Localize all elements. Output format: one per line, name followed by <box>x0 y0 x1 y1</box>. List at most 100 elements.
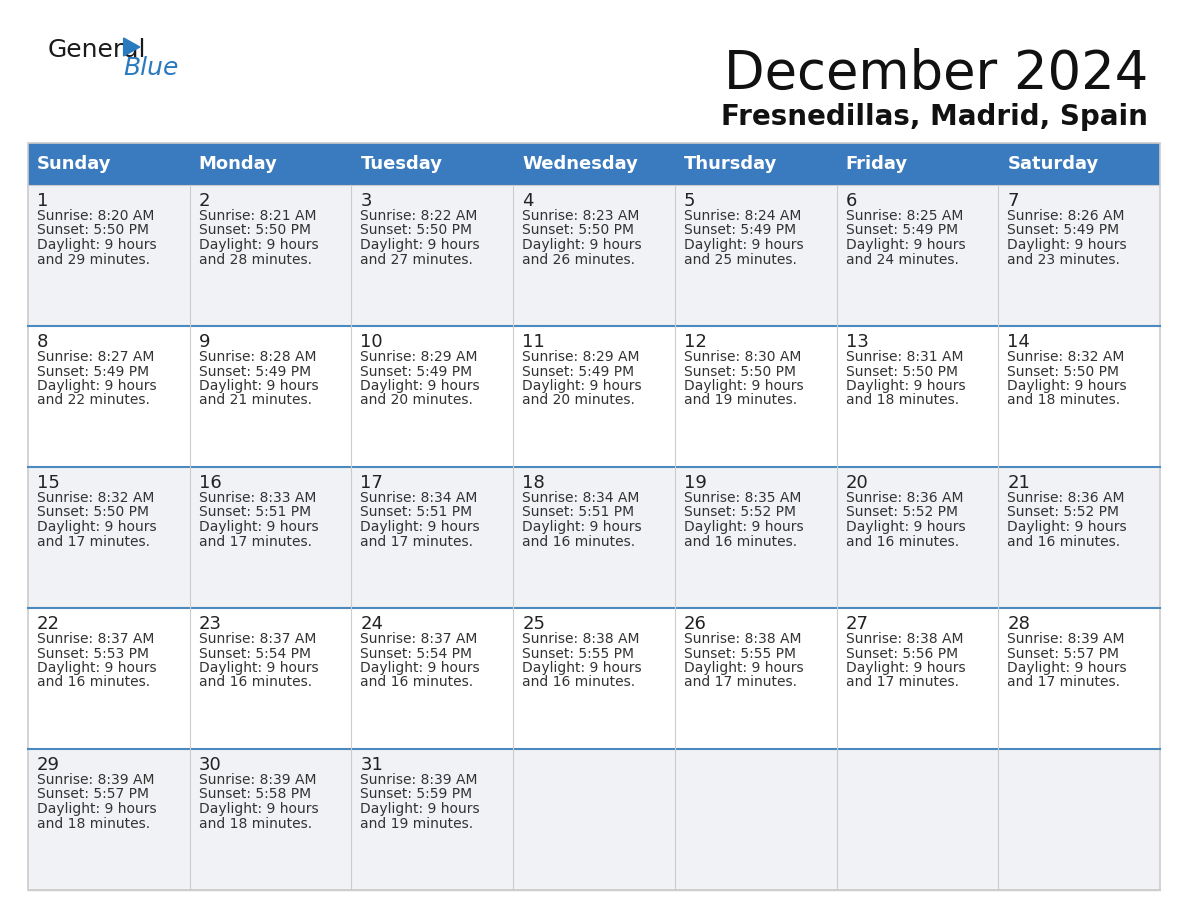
Text: Sunrise: 8:39 AM: Sunrise: 8:39 AM <box>360 773 478 787</box>
Text: Daylight: 9 hours: Daylight: 9 hours <box>684 520 803 534</box>
Text: 29: 29 <box>37 756 61 774</box>
Text: Sunset: 5:57 PM: Sunset: 5:57 PM <box>1007 646 1119 660</box>
Text: 21: 21 <box>1007 474 1030 492</box>
Text: and 16 minutes.: and 16 minutes. <box>684 534 797 548</box>
Text: 11: 11 <box>523 333 545 351</box>
Text: Sunrise: 8:39 AM: Sunrise: 8:39 AM <box>37 773 154 787</box>
Text: Sunset: 5:51 PM: Sunset: 5:51 PM <box>523 506 634 520</box>
Text: Sunset: 5:55 PM: Sunset: 5:55 PM <box>523 646 634 660</box>
Text: 22: 22 <box>37 615 61 633</box>
Text: Sunrise: 8:28 AM: Sunrise: 8:28 AM <box>198 350 316 364</box>
Text: Sunrise: 8:32 AM: Sunrise: 8:32 AM <box>1007 350 1125 364</box>
Text: December 2024: December 2024 <box>723 48 1148 100</box>
Text: 8: 8 <box>37 333 49 351</box>
Bar <box>190 326 352 467</box>
Text: Sunrise: 8:36 AM: Sunrise: 8:36 AM <box>1007 491 1125 505</box>
Text: Sunrise: 8:36 AM: Sunrise: 8:36 AM <box>846 491 963 505</box>
Bar <box>29 749 190 890</box>
Text: Daylight: 9 hours: Daylight: 9 hours <box>1007 520 1127 534</box>
Text: Sunset: 5:54 PM: Sunset: 5:54 PM <box>360 646 473 660</box>
Text: Sunset: 5:50 PM: Sunset: 5:50 PM <box>37 506 148 520</box>
Text: 26: 26 <box>684 615 707 633</box>
Text: Fresnedillas, Madrid, Spain: Fresnedillas, Madrid, Spain <box>721 103 1148 131</box>
Text: Daylight: 9 hours: Daylight: 9 hours <box>37 238 157 252</box>
Text: Sunrise: 8:25 AM: Sunrise: 8:25 AM <box>846 209 963 223</box>
Text: Daylight: 9 hours: Daylight: 9 hours <box>198 379 318 393</box>
Text: Sunrise: 8:39 AM: Sunrise: 8:39 AM <box>1007 632 1125 646</box>
Text: Sunset: 5:50 PM: Sunset: 5:50 PM <box>684 364 796 378</box>
Bar <box>998 608 1159 749</box>
Text: and 26 minutes.: and 26 minutes. <box>523 252 636 266</box>
Text: Daylight: 9 hours: Daylight: 9 hours <box>360 379 480 393</box>
Text: Sunrise: 8:39 AM: Sunrise: 8:39 AM <box>198 773 316 787</box>
Bar <box>836 185 998 326</box>
Text: 15: 15 <box>37 474 59 492</box>
Text: Blue: Blue <box>124 56 179 80</box>
Bar <box>352 467 513 608</box>
Text: Sunset: 5:52 PM: Sunset: 5:52 PM <box>684 506 796 520</box>
Text: and 25 minutes.: and 25 minutes. <box>684 252 797 266</box>
Text: Daylight: 9 hours: Daylight: 9 hours <box>37 661 157 675</box>
Bar <box>29 143 1159 890</box>
Text: 12: 12 <box>684 333 707 351</box>
Text: Daylight: 9 hours: Daylight: 9 hours <box>523 520 642 534</box>
Text: Daylight: 9 hours: Daylight: 9 hours <box>846 661 965 675</box>
Text: Sunrise: 8:33 AM: Sunrise: 8:33 AM <box>198 491 316 505</box>
Text: 23: 23 <box>198 615 222 633</box>
Text: Thursday: Thursday <box>684 155 777 173</box>
Bar <box>29 326 190 467</box>
Text: Daylight: 9 hours: Daylight: 9 hours <box>198 238 318 252</box>
Text: and 17 minutes.: and 17 minutes. <box>198 534 311 548</box>
Text: 28: 28 <box>1007 615 1030 633</box>
Text: Daylight: 9 hours: Daylight: 9 hours <box>1007 661 1127 675</box>
Text: and 20 minutes.: and 20 minutes. <box>523 394 636 408</box>
Bar <box>836 608 998 749</box>
Bar <box>513 185 675 326</box>
Bar <box>352 749 513 890</box>
Text: Sunset: 5:51 PM: Sunset: 5:51 PM <box>198 506 311 520</box>
Text: and 24 minutes.: and 24 minutes. <box>846 252 959 266</box>
Text: 24: 24 <box>360 615 384 633</box>
Text: Friday: Friday <box>846 155 908 173</box>
Text: Sunrise: 8:30 AM: Sunrise: 8:30 AM <box>684 350 801 364</box>
Text: and 22 minutes.: and 22 minutes. <box>37 394 150 408</box>
Text: and 17 minutes.: and 17 minutes. <box>1007 676 1120 689</box>
Text: Daylight: 9 hours: Daylight: 9 hours <box>37 520 157 534</box>
Text: and 23 minutes.: and 23 minutes. <box>1007 252 1120 266</box>
Text: 18: 18 <box>523 474 545 492</box>
Text: and 18 minutes.: and 18 minutes. <box>198 816 311 831</box>
Text: Daylight: 9 hours: Daylight: 9 hours <box>1007 238 1127 252</box>
Text: Sunrise: 8:23 AM: Sunrise: 8:23 AM <box>523 209 639 223</box>
Text: Sunrise: 8:29 AM: Sunrise: 8:29 AM <box>360 350 478 364</box>
Text: Sunset: 5:49 PM: Sunset: 5:49 PM <box>1007 223 1119 238</box>
Text: and 17 minutes.: and 17 minutes. <box>360 534 474 548</box>
Text: Sunday: Sunday <box>37 155 112 173</box>
Text: Saturday: Saturday <box>1007 155 1099 173</box>
Text: and 16 minutes.: and 16 minutes. <box>1007 534 1120 548</box>
Text: Wednesday: Wednesday <box>523 155 638 173</box>
Text: and 20 minutes.: and 20 minutes. <box>360 394 473 408</box>
Polygon shape <box>124 38 140 56</box>
Text: Sunrise: 8:34 AM: Sunrise: 8:34 AM <box>360 491 478 505</box>
Text: and 19 minutes.: and 19 minutes. <box>360 816 474 831</box>
Bar <box>513 749 675 890</box>
Text: 16: 16 <box>198 474 221 492</box>
Text: 14: 14 <box>1007 333 1030 351</box>
Bar <box>998 185 1159 326</box>
Text: Sunrise: 8:34 AM: Sunrise: 8:34 AM <box>523 491 639 505</box>
Text: and 16 minutes.: and 16 minutes. <box>37 676 150 689</box>
Text: and 16 minutes.: and 16 minutes. <box>198 676 311 689</box>
Text: and 29 minutes.: and 29 minutes. <box>37 252 150 266</box>
Text: 1: 1 <box>37 192 49 210</box>
Bar <box>29 608 190 749</box>
Text: Sunset: 5:49 PM: Sunset: 5:49 PM <box>846 223 958 238</box>
Text: Sunrise: 8:38 AM: Sunrise: 8:38 AM <box>684 632 802 646</box>
Text: 13: 13 <box>846 333 868 351</box>
Bar <box>190 749 352 890</box>
Text: Daylight: 9 hours: Daylight: 9 hours <box>1007 379 1127 393</box>
Text: Sunset: 5:51 PM: Sunset: 5:51 PM <box>360 506 473 520</box>
Text: Sunset: 5:50 PM: Sunset: 5:50 PM <box>37 223 148 238</box>
Text: Sunset: 5:49 PM: Sunset: 5:49 PM <box>360 364 473 378</box>
Text: Daylight: 9 hours: Daylight: 9 hours <box>846 238 965 252</box>
Text: and 21 minutes.: and 21 minutes. <box>198 394 311 408</box>
